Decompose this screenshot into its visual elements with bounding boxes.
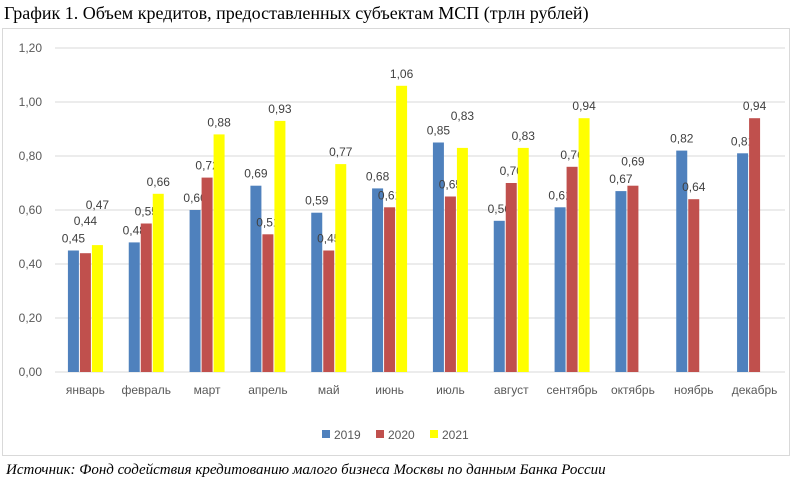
data-label: 0,85	[427, 124, 451, 138]
data-label: 0,65	[439, 178, 463, 192]
bar-2021	[274, 120, 286, 373]
bar-2021	[152, 193, 164, 372]
x-tick-label: февраль	[121, 383, 171, 397]
legend-label: 2021	[442, 428, 469, 442]
chart-title: График 1. Объем кредитов, предоставленны…	[4, 3, 589, 23]
bar-2019	[189, 210, 201, 372]
x-tick-label: сентябрь	[547, 383, 598, 397]
data-label: 0,55	[135, 205, 159, 219]
bar-2020	[79, 253, 91, 372]
bar-2020	[323, 250, 335, 372]
bar-2020	[384, 207, 396, 372]
bar-2021	[213, 134, 225, 372]
x-tick-label: август	[494, 383, 529, 397]
x-tick-label: апрель	[248, 383, 287, 397]
bar-2021	[91, 245, 103, 372]
data-label: 0,76	[560, 148, 584, 162]
data-label: 1,06	[390, 67, 414, 81]
y-tick-label: 1,00	[19, 95, 43, 109]
bar-2020	[749, 118, 761, 372]
data-label: 0,44	[74, 214, 98, 228]
x-tick-label: июль	[436, 383, 465, 397]
legend-swatch-2021	[430, 430, 438, 438]
y-tick-label: 0,40	[19, 257, 43, 271]
x-tick-label: октябрь	[611, 383, 655, 397]
bar-2020	[201, 177, 213, 372]
data-label: 0,45	[62, 232, 86, 246]
bar-2019	[615, 191, 627, 372]
y-tick-label: 0,60	[19, 203, 43, 217]
source-note: Источник: Фонд содействия кредитованию м…	[6, 462, 606, 478]
data-label: 0,67	[609, 172, 633, 186]
bar-2019	[250, 185, 262, 372]
data-label: 0,45	[317, 232, 341, 246]
bar-2020	[262, 234, 274, 372]
data-label: 0,51	[256, 215, 280, 229]
legend-label: 2020	[388, 428, 415, 442]
x-tick-label: декабрь	[732, 383, 778, 397]
data-label: 0,64	[682, 180, 706, 194]
y-tick-label: 1,20	[19, 41, 43, 55]
bar-2019	[67, 250, 79, 372]
chart-frame	[2, 28, 790, 456]
bar-2019	[554, 207, 566, 372]
data-label: 0,61	[378, 188, 402, 202]
data-label: 0,48	[123, 223, 147, 237]
bar-2020	[444, 196, 456, 372]
y-tick-label: 0,20	[19, 311, 43, 325]
data-label: 0,70	[500, 164, 524, 178]
bar-2021	[335, 164, 347, 372]
bar-2019	[311, 212, 323, 372]
bar-2021	[578, 118, 590, 372]
data-label: 0,72	[195, 159, 219, 173]
data-label: 0,69	[621, 155, 645, 169]
data-label: 0,81	[731, 134, 755, 148]
bar-2021	[456, 147, 468, 372]
bar-2020	[505, 183, 517, 372]
bar-2020	[566, 166, 578, 372]
data-label: 0,47	[86, 198, 110, 212]
y-tick-label: 0,80	[19, 149, 43, 163]
x-tick-label: январь	[66, 383, 105, 397]
x-tick-label: ноябрь	[674, 383, 714, 397]
bar-2021	[517, 147, 529, 372]
data-label: 0,68	[366, 169, 390, 183]
data-label: 0,93	[268, 102, 292, 116]
legend-swatch-2019	[322, 430, 330, 438]
bar-2019	[493, 220, 505, 372]
data-label: 0,94	[743, 99, 767, 113]
x-tick-label: май	[318, 383, 340, 397]
bar-2019	[676, 150, 688, 372]
bar-2021	[396, 85, 408, 373]
legend-swatch-2020	[376, 430, 384, 438]
data-label: 0,82	[670, 132, 694, 146]
data-label: 0,59	[305, 194, 329, 208]
bar-2019	[128, 242, 140, 372]
data-label: 0,83	[451, 109, 475, 123]
bar-2020	[627, 185, 639, 372]
data-label: 0,66	[147, 175, 171, 189]
bar-2019	[432, 142, 444, 372]
bar-2019	[737, 153, 749, 372]
data-label: 0,61	[548, 188, 572, 202]
bar-2020	[688, 199, 700, 372]
bar-2019	[372, 188, 384, 372]
bar-2020	[140, 223, 152, 372]
y-tick-label: 0,00	[19, 365, 43, 379]
data-label: 0,94	[572, 99, 596, 113]
data-label: 0,69	[244, 167, 268, 181]
data-label: 0,60	[183, 191, 207, 205]
x-tick-label: март	[194, 383, 221, 397]
data-label: 0,88	[207, 115, 231, 129]
legend-label: 2019	[334, 428, 361, 442]
data-label: 0,56	[488, 202, 512, 216]
x-tick-label: июнь	[375, 383, 404, 397]
data-label: 0,83	[512, 129, 536, 143]
data-label: 0,77	[329, 145, 353, 159]
